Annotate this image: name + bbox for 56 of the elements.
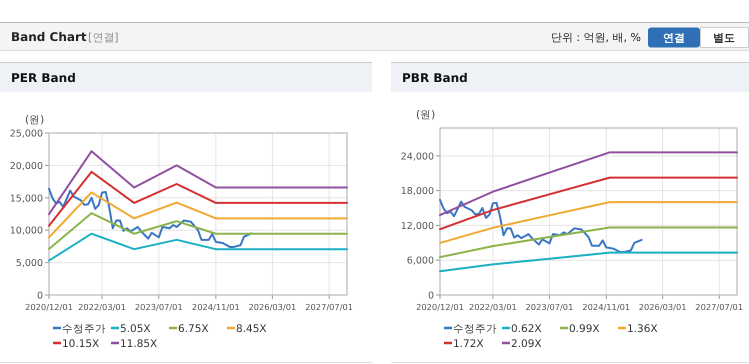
legend-label: 0.62X: [511, 323, 542, 335]
x-tick-label: 2026/03/01: [638, 302, 687, 312]
y-tick-label: 15,000: [10, 193, 43, 204]
y-tick-label: 18,000: [400, 186, 434, 198]
line-series: [48, 212, 348, 250]
line-series: [48, 150, 348, 216]
line-series: [439, 252, 738, 272]
y-tick-label: 10,000: [10, 226, 43, 237]
y-tick-label: 20,000: [10, 160, 43, 172]
legend-label: 1.72X: [453, 338, 484, 350]
x-tick-label: 2024/11/01: [582, 302, 630, 312]
y-tick-label: 12,000: [400, 220, 434, 232]
line-series: [48, 170, 348, 227]
legend-label: 6.75X: [178, 323, 209, 335]
legend-label: 0.99X: [569, 323, 600, 335]
y-tick-label: 6,000: [406, 256, 434, 267]
text: 별도: [713, 32, 735, 44]
legend-label: 8.45X: [236, 323, 267, 335]
x-tick-label: 2020/12/01: [25, 302, 73, 312]
text: Band Chart: [11, 30, 87, 44]
text: 단위 : 억원, 배, %: [550, 31, 641, 44]
x-tick-label: 2027/07/01: [695, 302, 744, 312]
x-tick-label: 2022/03/01: [468, 302, 517, 312]
line-series: [439, 176, 738, 230]
text: 연결: [663, 32, 685, 44]
line-series: [439, 198, 643, 254]
chart-title: PER Band: [11, 71, 76, 85]
y-tick-label: 0: [36, 290, 43, 302]
line-series: [439, 201, 738, 244]
x-tick-label: 2024/11/01: [192, 302, 240, 312]
legend-label: 2.09X: [511, 338, 542, 350]
line-series: [48, 232, 348, 262]
y-tick-label: 5,000: [16, 258, 43, 270]
line-series: [439, 151, 738, 216]
line-series: [48, 188, 252, 248]
x-tick-label: 2023/07/01: [526, 302, 574, 312]
y-axis-title: (원): [416, 109, 436, 121]
line-series: [48, 191, 348, 238]
text: [연결]: [88, 31, 119, 44]
y-tick-label: 25,000: [10, 128, 43, 140]
x-tick-label: 2027/07/01: [305, 302, 354, 312]
y-tick-label: 0: [428, 290, 434, 302]
legend-label: 수정주가: [62, 323, 106, 335]
x-tick-label: 2020/12/01: [416, 302, 464, 312]
y-tick-label: 24,000: [400, 151, 434, 162]
line-series: [439, 226, 738, 258]
y-axis-title: (원): [25, 114, 44, 126]
x-tick-label: 2023/07/01: [134, 302, 183, 312]
legend-label: 11.85X: [120, 338, 158, 350]
legend-label: 수정주가: [453, 323, 497, 335]
legend-label: 10.15X: [62, 338, 100, 350]
x-tick-label: 2022/03/01: [78, 302, 126, 312]
chart-title: PBR Band: [402, 71, 468, 85]
x-tick-label: 2026/03/01: [248, 302, 296, 312]
legend-label: 1.36X: [627, 323, 658, 335]
legend-label: 5.05X: [120, 323, 151, 335]
